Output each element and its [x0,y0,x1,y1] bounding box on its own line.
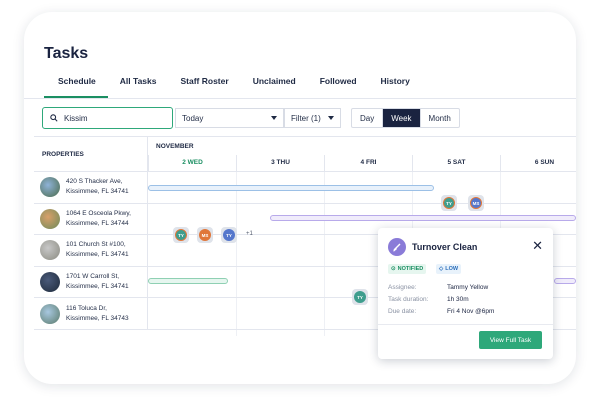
status-badge-notified: ⊙ NOTIFIED [388,264,427,274]
property-row[interactable]: 1701 W Carroll St, Kissimmee, FL 34741 [34,266,576,299]
day-header: 3 THU [236,155,324,172]
property-row[interactable]: 420 S Thacker Ave, Kissimmee, FL 34741 [34,172,576,204]
task-chip[interactable]: TY [173,227,189,243]
property-address-line2: Kissimmee, FL 34744 [66,219,129,227]
properties-header: PROPERTIES [34,137,148,172]
assignee-avatar: TY [443,197,455,209]
property-cell: 1064 E Osceola Pkwy, Kissimmee, FL 34744 [34,203,148,235]
property-cell: 1701 W Carroll St, Kissimmee, FL 34741 [34,266,148,298]
day-header: 2 WED [148,155,236,172]
view-full-task-button[interactable]: View Full Task [479,331,542,349]
day-header: 6 SUN [500,155,576,172]
booking-bar[interactable] [554,278,576,284]
property-cell: 116 Toluca Dr, Kissimmee, FL 34743 [34,298,148,329]
task-chip[interactable]: TY [441,195,457,211]
property-address-line1: 1064 E Osceola Pkwy, [66,209,131,217]
chevron-down-icon [271,116,277,120]
tab-staff-roster[interactable]: Staff Roster [180,76,229,86]
date-select[interactable]: Today [175,108,284,128]
day-divider [324,172,325,336]
property-address-line2: Kissimmee, FL 34741 [66,251,129,259]
day-divider [236,172,237,336]
tab-divider [24,98,576,99]
check-circle-icon: ⊙ [391,266,396,272]
property-cell: 420 S Thacker Ave, Kissimmee, FL 34741 [34,172,148,203]
page-title: Tasks [44,45,89,62]
tasks-card: Tasks Schedule All Tasks Staff Roster Un… [24,12,576,384]
property-address-line2: Kissimmee, FL 34743 [66,314,129,322]
task-chip[interactable]: TY [352,289,368,305]
booking-bar[interactable] [148,278,228,284]
property-thumbnail [40,303,60,324]
property-address-line1: 1701 W Carroll St, [66,273,120,281]
broom-icon [388,238,406,256]
priority-badge-low: ◇ LOW [436,264,462,274]
property-address-line2: Kissimmee, FL 34741 [66,283,129,291]
assignee-avatar: TY [354,291,366,303]
assignee-avatar: MS [470,197,482,209]
duration-label: Task duration: [388,296,429,303]
status-badge-label: NOTIFIED [397,266,424,272]
property-thumbnail [40,177,60,198]
search-icon [50,114,58,122]
booking-bar[interactable] [148,185,434,191]
booking-bar[interactable] [270,215,576,221]
tab-schedule[interactable]: Schedule [44,74,108,98]
tab-all-tasks[interactable]: All Tasks [119,76,157,86]
property-thumbnail [40,208,60,229]
schedule-grid: PROPERTIES NOVEMBER 2 WED 3 THU 4 FRI 5 … [34,136,576,336]
close-icon[interactable]: ✕ [532,238,543,253]
search-value: Kissim [64,113,88,123]
day-header: 5 SAT [412,155,500,172]
property-row[interactable]: 1064 E Osceola Pkwy, Kissimmee, FL 34744 [34,203,576,236]
property-address-line2: Kissimmee, FL 34741 [66,188,129,196]
more-tasks-indicator[interactable]: +1 [246,231,253,237]
duration-value: 1h 30m [447,296,469,303]
property-cell: 101 Church St #100, Kissimmee, FL 34741 [34,235,148,266]
view-switcher: Day Week Month [351,108,460,128]
property-address-line1: 116 Toluca Dr, [66,304,107,312]
filter-select[interactable]: Filter (1) [284,108,341,128]
assignee-avatar: MS [199,229,211,241]
diamond-icon: ◇ [439,266,444,272]
priority-badge-label: LOW [445,266,459,272]
day-header: 4 FRI [324,155,412,172]
task-chip[interactable]: MS [468,195,484,211]
tab-followed[interactable]: Followed [319,76,357,86]
due-date-value: Fri 4 Nov @6pm [447,308,495,315]
property-address-line1: 420 S Thacker Ave, [66,178,123,186]
task-chip[interactable]: TY [221,227,237,243]
view-month-button[interactable]: Month [419,109,459,127]
month-label: NOVEMBER [156,143,194,150]
assignee-label: Assignee: [388,284,417,291]
task-chip[interactable]: MS [197,227,213,243]
filter-label: Filter (1) [291,113,321,123]
chevron-down-icon [328,116,334,120]
assignee-avatar: TY [223,229,235,241]
property-row[interactable]: 101 Church St #100, Kissimmee, FL 34741 [34,235,576,267]
view-week-button[interactable]: Week [382,109,420,127]
view-day-button[interactable]: Day [360,113,375,123]
property-row[interactable]: 116 Toluca Dr, Kissimmee, FL 34743 [34,298,576,330]
popover-divider [378,324,553,325]
tab-bar: Schedule All Tasks Staff Roster Unclaime… [44,74,422,98]
date-select-value: Today [182,113,204,123]
property-address-line1: 101 Church St #100, [66,241,126,249]
assignee-value: Tammy Yellow [447,284,489,291]
search-input[interactable]: Kissim [42,107,173,129]
tab-history[interactable]: History [380,76,410,86]
property-thumbnail [40,240,60,261]
assignee-avatar: TY [175,229,187,241]
property-thumbnail [40,272,60,293]
task-popover: Turnover Clean ✕ ⊙ NOTIFIED ◇ LOW Assign… [378,228,553,359]
popover-title: Turnover Clean [412,242,478,252]
due-date-label: Due date: [388,308,417,315]
tab-unclaimed[interactable]: Unclaimed [252,76,296,86]
